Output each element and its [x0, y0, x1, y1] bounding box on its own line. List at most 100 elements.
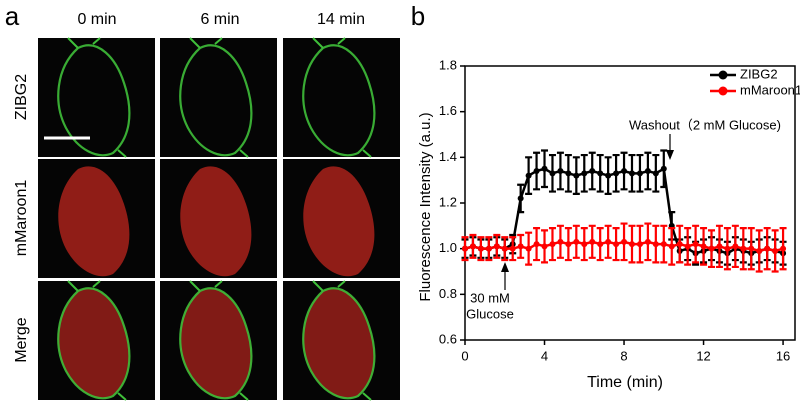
red-signal	[58, 166, 130, 277]
red-signal	[303, 166, 375, 277]
data-point	[573, 238, 580, 245]
data-point	[541, 165, 548, 172]
green-signal	[302, 44, 376, 157]
data-point	[589, 168, 596, 175]
green-process	[312, 37, 372, 158]
data-point	[549, 170, 556, 177]
legend-label: mMaroon1	[740, 82, 800, 97]
annotation-arrowhead	[501, 262, 509, 272]
data-point	[517, 195, 524, 202]
legend-marker	[718, 86, 728, 96]
annotation: 30 mM	[470, 290, 510, 305]
green-process	[67, 280, 127, 401]
green-signal	[302, 287, 376, 400]
annotation-arrowhead	[666, 150, 674, 160]
data-point	[716, 243, 723, 250]
red-signal	[180, 288, 252, 399]
micrograph-grid	[38, 37, 400, 401]
legend-label: ZIBG2	[740, 66, 778, 81]
data-point	[676, 241, 683, 248]
data-point	[557, 168, 564, 175]
data-point	[541, 243, 548, 250]
green-signal	[179, 44, 253, 157]
data-point	[644, 238, 651, 245]
green-process	[312, 280, 372, 401]
series	[461, 222, 787, 273]
x-tick-label: 12	[696, 348, 710, 363]
data-point	[660, 165, 667, 172]
data-point	[589, 238, 596, 245]
data-point	[724, 245, 731, 252]
data-point	[636, 241, 643, 248]
data-point	[732, 243, 739, 250]
data-point	[628, 241, 635, 248]
annotation: Glucose	[466, 306, 514, 321]
column-label: 14 min	[317, 11, 365, 28]
green-signal	[57, 44, 131, 157]
data-point	[652, 170, 659, 177]
y-tick-label: 0.6	[439, 331, 457, 346]
data-point	[708, 245, 715, 252]
x-tick-label: 8	[620, 348, 627, 363]
data-point	[525, 245, 532, 252]
x-tick-label: 16	[776, 348, 790, 363]
y-tick-label: 1.0	[439, 240, 457, 255]
data-point	[469, 243, 476, 250]
data-point	[636, 170, 643, 177]
data-point	[557, 238, 564, 245]
data-point	[462, 245, 468, 252]
data-point	[740, 245, 747, 252]
data-point	[605, 238, 612, 245]
data-point	[668, 243, 675, 250]
y-tick-label: 1.4	[439, 149, 457, 164]
green-process	[189, 37, 249, 158]
row-label: Merge	[13, 317, 30, 362]
column-label: 0 min	[77, 11, 116, 28]
y-tick-label: 1.6	[439, 103, 457, 118]
y-tick-label: 1.2	[439, 194, 457, 209]
data-point	[621, 238, 628, 245]
data-point	[660, 241, 667, 248]
data-point	[613, 170, 620, 177]
data-point	[581, 241, 588, 248]
data-point	[700, 243, 707, 250]
data-point	[581, 170, 588, 177]
data-point	[533, 241, 540, 248]
annotation: Washout（2 mM Glucose)	[629, 117, 781, 132]
data-point	[493, 243, 500, 250]
panel-label: a	[5, 1, 20, 31]
data-point	[628, 170, 635, 177]
green-signal	[57, 287, 131, 400]
data-point	[764, 245, 771, 252]
data-point	[748, 245, 755, 252]
data-point	[477, 245, 484, 252]
plot-frame	[464, 65, 796, 341]
micrograph	[283, 38, 400, 157]
column-label: 6 min	[200, 11, 239, 28]
data-point	[485, 245, 492, 252]
y-tick-label: 1.8	[439, 57, 457, 72]
panel-label: b	[411, 1, 425, 31]
red-signal	[58, 288, 130, 399]
legend-marker	[718, 70, 728, 80]
data-point	[525, 172, 532, 179]
data-point	[549, 241, 556, 248]
green-signal	[179, 287, 253, 400]
red-signal	[303, 288, 375, 399]
data-point	[605, 172, 612, 179]
data-point	[652, 241, 659, 248]
data-point	[780, 245, 787, 252]
data-point	[613, 241, 620, 248]
data-point	[597, 170, 604, 177]
x-tick-label: 4	[541, 348, 548, 363]
data-point	[621, 168, 628, 175]
data-point	[692, 241, 699, 248]
red-signal	[180, 166, 252, 277]
data-point	[509, 245, 516, 252]
data-point	[756, 247, 763, 254]
data-point	[533, 168, 540, 175]
y-axis-label: Fluorescence Intensity (a.u.)	[417, 112, 434, 301]
x-axis-label: Time (min)	[587, 374, 663, 391]
data-point	[565, 241, 572, 248]
